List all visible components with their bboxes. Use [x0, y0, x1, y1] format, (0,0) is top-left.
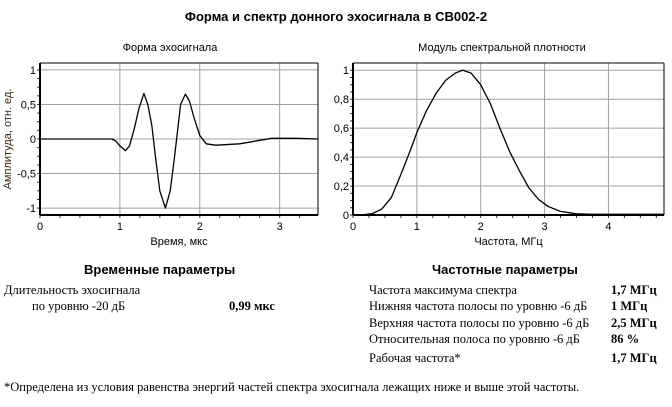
freq-param-label: Рабочая частота* [369, 351, 461, 365]
plot-area [353, 63, 664, 215]
y-axis-label: Амплитуда, отн. ед. [2, 89, 14, 190]
freq-param-value: 1,7 МГц [611, 351, 657, 365]
y-tick-label: -0,5 [17, 169, 36, 181]
time-params-heading: Временные параметры [84, 262, 236, 277]
y-tick-label: 0,4 [334, 152, 349, 164]
y-tick-label: 0,5 [21, 99, 36, 111]
freq-param-label: Относительная полоса по уровню -6 дБ [369, 332, 580, 346]
duration-value: 0,99 мкс [229, 299, 275, 313]
chart-1: 0 1 2 3 4 0 0,2 0,4 0,6 0,8 1 Модуль спектральной п… [334, 42, 665, 248]
freq-param-label: Нижняя частота полосы по уровню -6 дБ [369, 299, 588, 313]
charts-area: 0 1 2 3 1 0,5 0 -0,5 -1 Форма эхосигнала Время, мк… [2, 42, 665, 248]
y-tick-label: 0,6 [334, 123, 349, 135]
x-tick-label: 3 [277, 221, 283, 233]
freq-param-value: 86 % [611, 332, 640, 346]
footnote: *Определена из условия равенства энергий… [4, 380, 580, 394]
freq-param-label: Верхняя частота полосы по уровню -6 дБ [369, 316, 590, 330]
chart-title: Модуль спектральной плотности [418, 42, 586, 54]
y-tick-label: 1 [343, 65, 349, 77]
page-title: Форма и спектр донного эхосигнала в СВ00… [184, 9, 488, 24]
y-tick-label: 0,8 [334, 94, 349, 106]
chart-title: Форма эхосигнала [123, 42, 219, 54]
duration-label: Длительность эхосигнала [4, 283, 141, 297]
x-tick-label: 0 [37, 221, 43, 233]
chart-0: 0 1 2 3 1 0,5 0 -0,5 -1 Форма эхосигнала Время, мк… [2, 42, 319, 248]
series-line [40, 92, 319, 209]
x-tick-label: 2 [478, 221, 484, 233]
x-tick-label: 2 [197, 221, 203, 233]
freq-param-value: 1,7 МГц [611, 283, 657, 297]
x-axis-label: Время, мкс [150, 236, 208, 248]
y-tick-label: 1 [30, 65, 36, 77]
freq-param-value: 1 МГц [611, 299, 648, 313]
y-tick-label: -1 [26, 203, 36, 215]
x-tick-label: 0 [350, 221, 356, 233]
freq-param-value: 2,5 МГц [611, 316, 657, 330]
y-tick-label: 0,2 [334, 181, 349, 193]
y-tick-label: 0 [30, 134, 36, 146]
series-line [361, 69, 664, 216]
x-tick-label: 1 [117, 221, 123, 233]
x-axis-label: Частота, МГц [474, 236, 543, 248]
x-tick-label: 1 [414, 221, 420, 233]
x-tick-label: 4 [605, 221, 611, 233]
freq-param-label: Частота максимума спектра [369, 283, 517, 297]
freq-params-heading: Частотные параметры [432, 262, 578, 277]
y-tick-label: 0 [343, 210, 349, 222]
duration-level-label: по уровню -20 дБ [32, 299, 126, 313]
x-tick-label: 3 [542, 221, 548, 233]
